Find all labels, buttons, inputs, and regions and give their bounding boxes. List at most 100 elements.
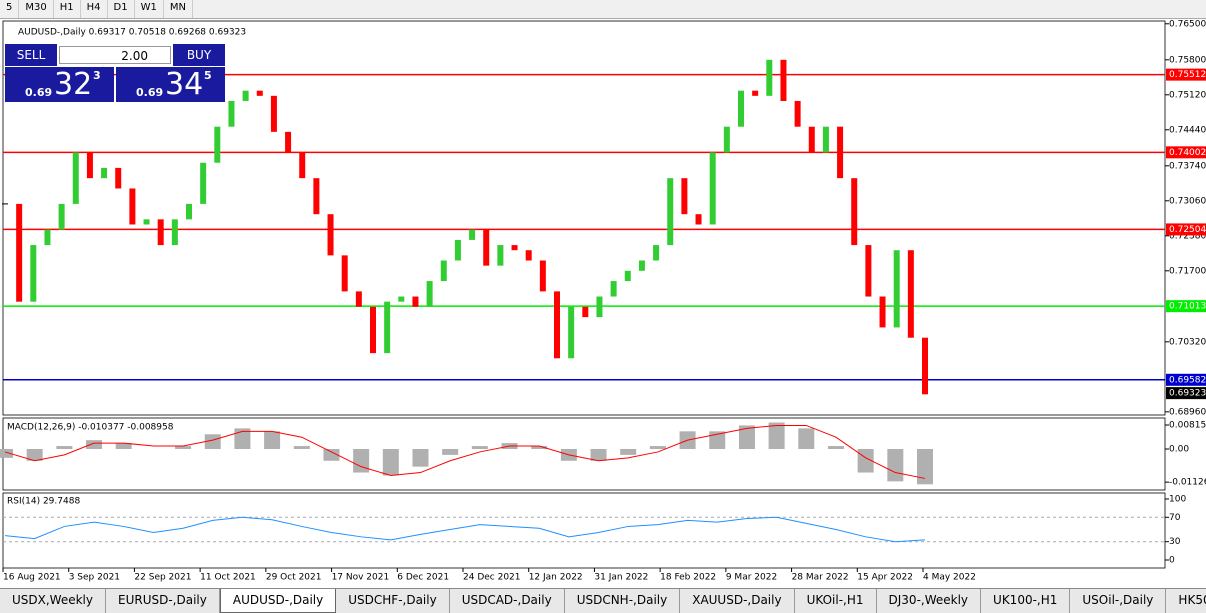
level-label-box	[1166, 68, 1206, 81]
current-price: 0.69323	[1169, 389, 1206, 399]
macd-bar	[590, 448, 607, 461]
macd-bar	[204, 434, 221, 449]
candle	[695, 214, 702, 225]
candle	[101, 167, 108, 179]
candle	[667, 178, 674, 246]
candle	[398, 296, 405, 302]
macd-bar	[620, 448, 637, 455]
candle	[681, 178, 688, 215]
candle	[16, 203, 23, 302]
bid-box[interactable]: 0.69 32 3	[5, 67, 114, 102]
candle	[738, 90, 744, 127]
candle	[355, 291, 362, 307]
toolbar: 5 M30 H1 H4 D1 W1 MN	[0, 0, 1206, 19]
signal-line	[4, 424, 926, 479]
buy-button[interactable]: BUY	[173, 44, 225, 66]
candle	[568, 306, 575, 359]
candle	[285, 131, 292, 153]
candle	[72, 152, 79, 204]
timeframe-button[interactable]: H4	[81, 0, 108, 18]
chart-tab[interactable]: USDCAD-,Daily	[450, 589, 565, 613]
candle	[44, 229, 51, 246]
candle	[483, 229, 490, 266]
timeframe-button[interactable]: M30	[19, 0, 54, 18]
candle	[30, 245, 37, 302]
chart-tab[interactable]: UK100-,H1	[981, 589, 1071, 613]
panel-frame	[2, 492, 1166, 569]
chart-tab[interactable]: XAUUSD-,Daily	[680, 589, 795, 613]
x-tick-label: 28 Mar 2022	[792, 573, 849, 583]
macd-bar	[827, 446, 844, 449]
candle	[837, 126, 844, 179]
y-tick-label: 0.70320	[1169, 337, 1206, 347]
chart-tab[interactable]: DJ30-,Weekly	[877, 589, 982, 613]
candle	[709, 152, 716, 225]
ask-box[interactable]: 0.69 34 5	[116, 67, 225, 102]
level-label: 0.71013	[1169, 302, 1206, 312]
chart-tab[interactable]: UKOil-,H1	[795, 589, 877, 613]
timeframe-button[interactable]: MN	[164, 0, 193, 18]
macd-bar	[293, 446, 310, 449]
candle	[58, 203, 65, 230]
y-tick-label: 0.75120	[1169, 90, 1206, 100]
symbol-info: AUDUSD-,Daily 0.69317 0.70518 0.69268 0.…	[18, 28, 246, 38]
macd-bar	[709, 431, 726, 449]
y-tick-label: 0.71700	[1169, 266, 1206, 276]
macd-bar	[264, 431, 281, 449]
candle	[497, 245, 504, 266]
chart-tab[interactable]: AUDUSD-,Daily	[219, 589, 337, 613]
lot-input[interactable]: 2.00	[59, 46, 171, 64]
chart-tab[interactable]: USDCHF-,Daily	[336, 589, 450, 613]
x-tick-label: 12 Jan 2022	[529, 573, 583, 583]
y-tick-label: 0.72380	[1169, 231, 1206, 241]
candle	[256, 90, 263, 96]
candle	[440, 260, 447, 282]
panel-title: RSI(14) 29.7488	[7, 497, 80, 507]
candle	[270, 95, 277, 132]
candle	[299, 152, 306, 179]
y-tick-label: 0	[1169, 556, 1175, 566]
y-tick-label: 0.68960	[1169, 407, 1206, 417]
candle	[157, 219, 164, 246]
trade-panel: SELL 2.00 BUY 0.69 32 3 0.69 34 5	[5, 44, 225, 102]
y-tick-label: 0.73060	[1169, 196, 1206, 206]
chart-tab[interactable]: USDCNH-,Daily	[565, 589, 681, 613]
candle	[171, 219, 178, 246]
candle	[865, 245, 872, 297]
y-tick-label: 0.76500	[1169, 19, 1206, 29]
y-tick-label: 0.00	[1169, 444, 1189, 454]
y-tick-label: 100	[1169, 494, 1186, 504]
chart-tab[interactable]: EURUSD-,Daily	[106, 589, 220, 613]
level-label-box	[1166, 300, 1206, 313]
chart-tab[interactable]: USDX,Weekly	[0, 589, 106, 613]
x-tick-label: 17 Nov 2021	[332, 573, 390, 583]
macd-bar	[649, 446, 666, 449]
timeframe-button[interactable]: H1	[54, 0, 81, 18]
candle	[610, 281, 617, 297]
timeframe-button[interactable]: 5	[0, 0, 20, 18]
macd-bar	[56, 446, 73, 449]
x-tick-label: 11 Oct 2021	[200, 573, 256, 583]
macd-bar	[26, 448, 43, 461]
chart-tab[interactable]: HK50-,H1	[1166, 589, 1206, 613]
candle	[582, 306, 589, 318]
x-tick-label: 24 Dec 2021	[463, 573, 521, 583]
candle	[893, 250, 900, 328]
candle	[129, 188, 136, 225]
chart-tab[interactable]: USOil-,Daily	[1070, 589, 1167, 613]
x-tick-label: 3 Sep 2021	[69, 573, 120, 583]
y-tick-label: 0.73740	[1169, 161, 1206, 171]
macd-bar	[442, 448, 459, 455]
candle	[907, 250, 914, 338]
candle	[879, 296, 886, 328]
x-tick-label: 29 Oct 2021	[266, 573, 322, 583]
candle	[624, 270, 631, 282]
candle	[214, 126, 221, 163]
timeframe-button[interactable]: D1	[108, 0, 135, 18]
rsi-line	[4, 516, 926, 543]
tab-bar: USDX,Weekly EURUSD-,Daily AUDUSD-,Daily USD…	[0, 588, 1206, 613]
sell-button[interactable]: SELL	[5, 44, 57, 66]
macd-bar	[531, 446, 548, 449]
timeframe-button[interactable]: W1	[135, 0, 164, 18]
macd-bar	[798, 428, 815, 449]
